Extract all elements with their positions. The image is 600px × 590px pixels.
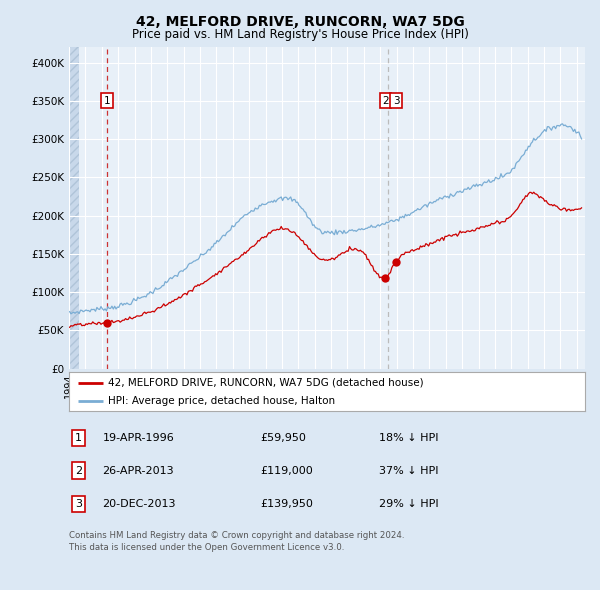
Text: 42, MELFORD DRIVE, RUNCORN, WA7 5DG: 42, MELFORD DRIVE, RUNCORN, WA7 5DG: [136, 15, 464, 29]
Text: £119,000: £119,000: [260, 466, 313, 476]
Bar: [62, 47, 79, 369]
Text: 18% ↓ HPI: 18% ↓ HPI: [379, 433, 438, 442]
Text: 3: 3: [393, 96, 400, 106]
Text: HPI: Average price, detached house, Halton: HPI: Average price, detached house, Halt…: [108, 396, 335, 406]
Text: 2: 2: [75, 466, 82, 476]
Text: £59,950: £59,950: [260, 433, 306, 442]
Text: 29% ↓ HPI: 29% ↓ HPI: [379, 499, 438, 509]
Text: 1: 1: [75, 433, 82, 442]
Text: 37% ↓ HPI: 37% ↓ HPI: [379, 466, 438, 476]
Text: 2: 2: [382, 96, 389, 106]
Text: £139,950: £139,950: [260, 499, 313, 509]
Text: 1: 1: [103, 96, 110, 106]
Text: 3: 3: [75, 499, 82, 509]
Text: Contains HM Land Registry data © Crown copyright and database right 2024.
This d: Contains HM Land Registry data © Crown c…: [69, 531, 404, 552]
Text: 20-DEC-2013: 20-DEC-2013: [103, 499, 176, 509]
Text: Price paid vs. HM Land Registry's House Price Index (HPI): Price paid vs. HM Land Registry's House …: [131, 28, 469, 41]
Text: 42, MELFORD DRIVE, RUNCORN, WA7 5DG (detached house): 42, MELFORD DRIVE, RUNCORN, WA7 5DG (det…: [108, 378, 424, 388]
Text: 19-APR-1996: 19-APR-1996: [103, 433, 174, 442]
Text: 26-APR-2013: 26-APR-2013: [103, 466, 174, 476]
